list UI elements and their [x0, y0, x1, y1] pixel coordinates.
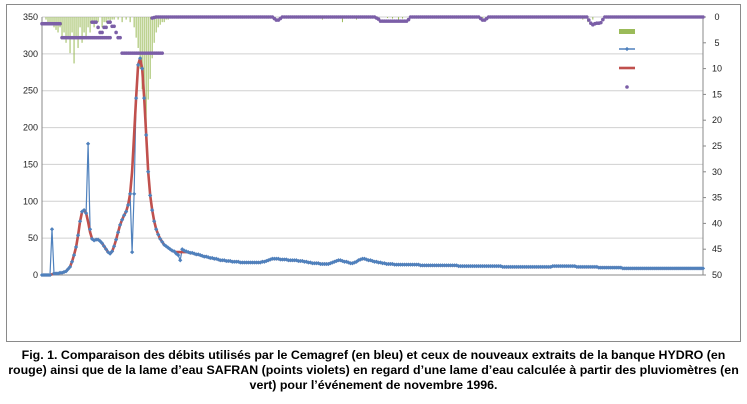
y-tick-label: 250 [23, 86, 38, 96]
cemagref-point [77, 219, 83, 224]
safran-point [118, 35, 122, 40]
cemagref-point [103, 247, 109, 252]
cemagref-point [160, 239, 165, 244]
cemagref-point [115, 230, 121, 235]
safran-point [601, 17, 605, 22]
cemagref-point [119, 217, 125, 222]
safran-point [585, 15, 589, 19]
chart-frame: 0 50 100 150 200 250 300 350 0 5 10 15 20 25 30 35 40 45 5… [6, 4, 741, 342]
cemagref-point [99, 241, 105, 246]
y2-tick-label: 10 [712, 64, 722, 74]
y-tick-label: 200 [23, 123, 38, 133]
cemagref-point [126, 202, 131, 208]
cemagref-point [75, 233, 81, 238]
legend-symbol-pluviometres [619, 29, 635, 34]
safran-point [112, 24, 116, 29]
safran-point [108, 20, 112, 24]
safran-point [599, 20, 603, 25]
safran-point [701, 15, 705, 19]
safran-point [104, 25, 108, 30]
chart: 0 50 100 150 200 250 300 350 0 5 10 15 20 25 30 35 40 45 5… [23, 12, 722, 280]
cemagref-point [156, 232, 161, 237]
cemagref-point [140, 66, 145, 71]
safran-point [160, 51, 164, 55]
cemagref-point [85, 141, 91, 146]
cemagref-point [144, 132, 149, 138]
safran-point [58, 21, 62, 26]
y2-tick-label: 35 [712, 193, 722, 203]
cemagref-point [109, 249, 115, 254]
safran-point [587, 18, 591, 22]
cemagref-point [73, 244, 79, 250]
cemagref-point [142, 95, 147, 101]
y-tick-label: 150 [23, 159, 38, 169]
cemagref-point [176, 252, 181, 258]
cemagref-point [128, 191, 133, 197]
legend-symbol-safran [625, 85, 629, 89]
cemagref-point [150, 208, 155, 213]
cemagref-point [81, 208, 87, 213]
legend-symbol-cemagref-marker [624, 46, 630, 52]
safran-point [108, 35, 112, 40]
y2-tick-label: 30 [712, 167, 722, 177]
cemagref-point [158, 236, 163, 242]
cemagref-point [700, 266, 706, 271]
safran-point [100, 30, 104, 35]
cemagref-point [122, 213, 127, 218]
cemagref-point [69, 259, 75, 264]
cemagref-point [148, 193, 153, 198]
y-tick-label: 300 [23, 49, 38, 59]
cemagref-point [111, 244, 117, 249]
y-tick-label: 50 [28, 233, 38, 243]
cemagref-point [146, 169, 151, 174]
cemagref-point [101, 244, 107, 249]
y2-tick-label: 25 [712, 141, 722, 151]
cemagref-point [130, 250, 135, 255]
cemagref-point [136, 62, 141, 68]
cemagref-point [178, 258, 183, 263]
cemagref-point [49, 227, 55, 232]
figure-caption: Fig. 1. Comparaison des débits utilisés … [8, 348, 739, 392]
y2-tick-label: 40 [712, 218, 722, 228]
y-tick-label: 100 [23, 196, 38, 206]
cemagref-point [124, 209, 129, 214]
y2-tick-label: 15 [712, 89, 722, 99]
safran-point [114, 30, 118, 35]
y2-tick-label: 5 [714, 38, 719, 48]
y2-tick-label: 0 [714, 12, 719, 22]
y2-tick-label: 45 [712, 244, 722, 254]
cemagref-point [134, 95, 139, 101]
cemagref-point [117, 222, 123, 227]
cemagref-point [132, 191, 137, 197]
safran-point [96, 25, 100, 30]
cemagref-point [113, 237, 119, 242]
cemagref-point [154, 227, 159, 232]
cemagref-point [138, 56, 143, 61]
cemagref-point [152, 219, 157, 224]
y2-tick-label: 20 [712, 115, 722, 125]
y-tick-label: 0 [33, 270, 38, 280]
y-tick-label: 350 [23, 12, 38, 22]
y2-tick-label: 50 [712, 270, 722, 280]
safran-point [406, 17, 411, 22]
safran-point [94, 20, 98, 24]
cemagref-point [83, 210, 89, 216]
